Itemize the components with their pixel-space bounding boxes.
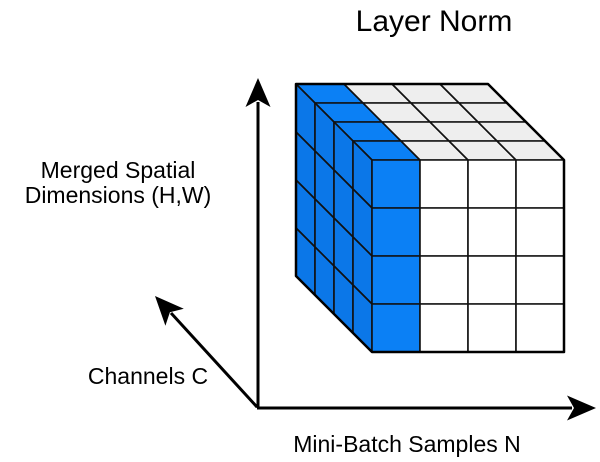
cube-front-cell bbox=[467, 303, 517, 353]
channels-axis bbox=[155, 296, 259, 409]
cube-front-cell bbox=[467, 159, 517, 209]
cube-front-cell bbox=[371, 159, 421, 209]
channels-axis-arrowhead-icon bbox=[155, 296, 184, 326]
cube-front-cell bbox=[419, 255, 469, 305]
cube-front-cell bbox=[515, 207, 565, 257]
normalization-cube bbox=[294, 82, 566, 354]
hw-axis-label-line1: Merged Spatial bbox=[41, 157, 196, 183]
diagram-title: Layer Norm bbox=[356, 5, 513, 38]
cube-front-cell bbox=[371, 303, 421, 353]
cube-front-cell bbox=[371, 207, 421, 257]
cube-front-cell bbox=[467, 255, 517, 305]
hw-axis-label-line2: Dimensions (H,W) bbox=[25, 182, 212, 208]
batch-axis-label: Mini-Batch Samples N bbox=[293, 431, 521, 457]
cube-front-cell bbox=[515, 255, 565, 305]
batch-axis bbox=[257, 395, 596, 421]
cube-front-cell bbox=[371, 255, 421, 305]
cube-front-cell bbox=[419, 159, 469, 209]
hw-axis-arrowhead-icon bbox=[245, 78, 271, 107]
hw-axis bbox=[245, 78, 271, 408]
channels-axis-line bbox=[169, 311, 259, 409]
cube-front-cell bbox=[515, 303, 565, 353]
cube-front-cell bbox=[515, 159, 565, 209]
batch-axis-arrowhead-icon bbox=[567, 395, 596, 421]
cube-front-cell bbox=[419, 303, 469, 353]
cube-front-cell bbox=[467, 207, 517, 257]
channels-axis-label: Channels C bbox=[88, 363, 208, 389]
cube-front-cell bbox=[419, 207, 469, 257]
